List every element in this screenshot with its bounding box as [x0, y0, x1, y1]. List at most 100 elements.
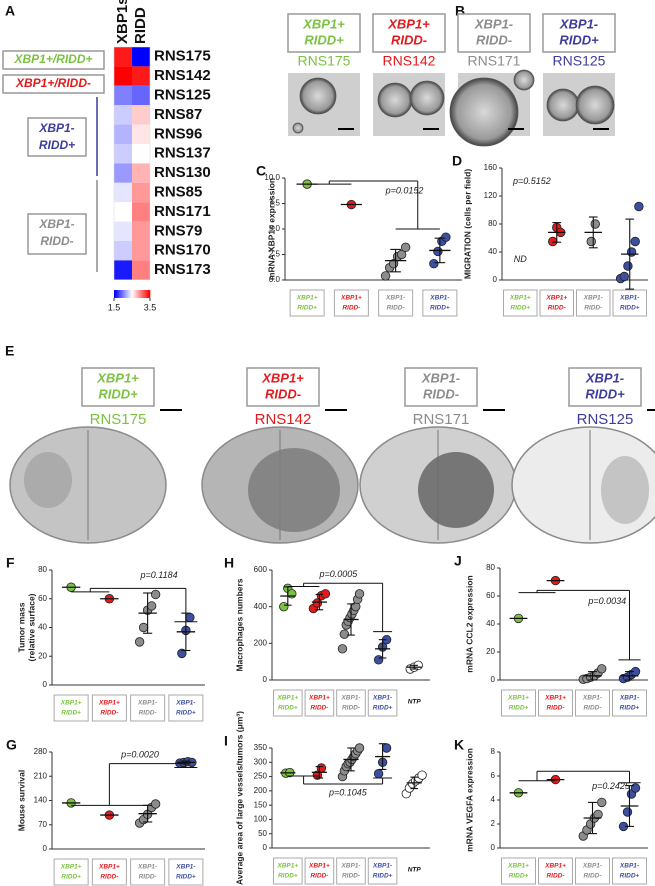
category-label: RIDD+: [430, 305, 450, 312]
panel-letter: A: [5, 3, 15, 19]
group-label: RIDD+: [98, 386, 138, 401]
colorbar-label: 3.5: [144, 302, 157, 312]
y-axis-label: mRNA CCL2 expression: [464, 575, 474, 672]
line-name: RNS125: [577, 411, 634, 428]
category-label: RIDD+: [620, 305, 640, 312]
category-label: XBP1-: [582, 863, 602, 870]
y-tick-label: 300: [254, 757, 268, 766]
data-point: [373, 655, 384, 665]
category-label: XBP1+: [507, 695, 529, 702]
colorbar-step: [136, 290, 138, 298]
heat-cell: [132, 47, 150, 67]
heat-cell: [114, 66, 132, 86]
group-label: XBP1+/RIDD+: [13, 52, 92, 66]
y-tick-label: 200: [254, 638, 268, 647]
group-label: XBP1+/RIDD-: [15, 76, 91, 90]
category-box: [289, 289, 325, 317]
p-value: p=0.0005: [318, 569, 358, 579]
heat-cell: [114, 163, 132, 183]
p-value: p=0.2425: [591, 781, 631, 791]
category-label: XBP1+: [60, 864, 82, 871]
data-point: [634, 201, 644, 212]
colorbar-step: [134, 290, 136, 298]
y-tick-label: 2: [491, 819, 496, 828]
heat-cell: [114, 221, 132, 241]
category-box: [612, 857, 647, 885]
data-point: [619, 271, 629, 282]
category-box: [168, 858, 204, 886]
data-point: [177, 648, 187, 659]
heat-cell: [132, 182, 150, 203]
category-box: [91, 694, 127, 722]
sphere: [409, 80, 445, 116]
data-point: [150, 799, 161, 809]
data-point: [287, 589, 297, 599]
category-label: XBP1-: [582, 695, 602, 702]
category-label: XBP1+: [544, 863, 566, 870]
column-label: XBP1s: [114, 0, 131, 44]
heat-cell: [132, 105, 150, 125]
data-point: [626, 247, 637, 257]
row-label: RNS87: [154, 106, 202, 123]
p-value: p=0.0034: [587, 596, 626, 606]
heat-cell: [114, 182, 132, 203]
p-value: p=0.1184: [140, 570, 178, 580]
category-label: RIDD-: [548, 305, 566, 312]
group-label: RIDD-: [423, 386, 459, 401]
tumor-area: [418, 452, 494, 528]
category-box: [575, 689, 610, 717]
y-tick-label: 150: [254, 800, 268, 809]
sphere: [377, 82, 413, 118]
category-box: [336, 689, 366, 717]
y-axis-label: Mouse survival: [16, 770, 26, 831]
colorbar-step: [114, 290, 116, 298]
group-box: [27, 213, 87, 255]
category-box: [91, 858, 127, 886]
category-label: XBP1-: [340, 695, 360, 702]
data-point: [623, 261, 633, 271]
category-box: [503, 289, 538, 317]
data-point: [185, 612, 195, 623]
panel-letter: H: [224, 555, 234, 571]
data-point: [586, 236, 596, 247]
sphere: [292, 122, 304, 134]
group-label: RIDD+: [39, 138, 75, 152]
heatmap-frame: [113, 46, 151, 281]
colorbar-step: [123, 290, 125, 298]
line-name: RNS142: [383, 53, 436, 69]
data-point: [590, 219, 600, 229]
category-label: XBP1-: [175, 700, 195, 707]
category-label: XBP1-: [372, 863, 392, 870]
category-box: [304, 689, 335, 717]
group-label: XBP1-: [585, 370, 624, 385]
category-label: RIDD+: [373, 705, 393, 712]
group-label: XBP1-: [474, 16, 513, 31]
category-label: XBP1-: [619, 695, 639, 702]
category-label: XBP1+: [308, 863, 330, 870]
column-label: RIDD: [132, 7, 149, 44]
colorbar-label: 1.5: [108, 302, 121, 312]
heat-cell: [132, 85, 150, 106]
colorbar-step: [132, 290, 134, 298]
category-box: [575, 857, 610, 885]
category-label: RIDD+: [176, 710, 196, 717]
line-name: RNS171: [413, 411, 470, 428]
y-axis-label: mRNA XBP1s expression: [266, 178, 276, 280]
y-tick-label: 0: [263, 843, 268, 852]
data-point: [339, 629, 350, 639]
data-point: [138, 622, 149, 633]
panel-letter: E: [5, 343, 14, 359]
y-tick-label: 2.5: [269, 250, 281, 259]
line-name: RNS175: [298, 53, 351, 69]
category-box: [130, 694, 166, 722]
category-label: RIDD+: [373, 873, 393, 880]
data-point: [417, 770, 427, 780]
category-box: [576, 289, 611, 317]
group-label: RIDD-: [265, 386, 301, 401]
colorbar-step: [128, 290, 131, 298]
heat-cell: [132, 241, 150, 261]
sphere: [575, 85, 615, 125]
y-tick-label: 250: [254, 772, 268, 781]
category-label: XBP1+: [340, 295, 362, 302]
panel-letter: F: [6, 555, 15, 571]
